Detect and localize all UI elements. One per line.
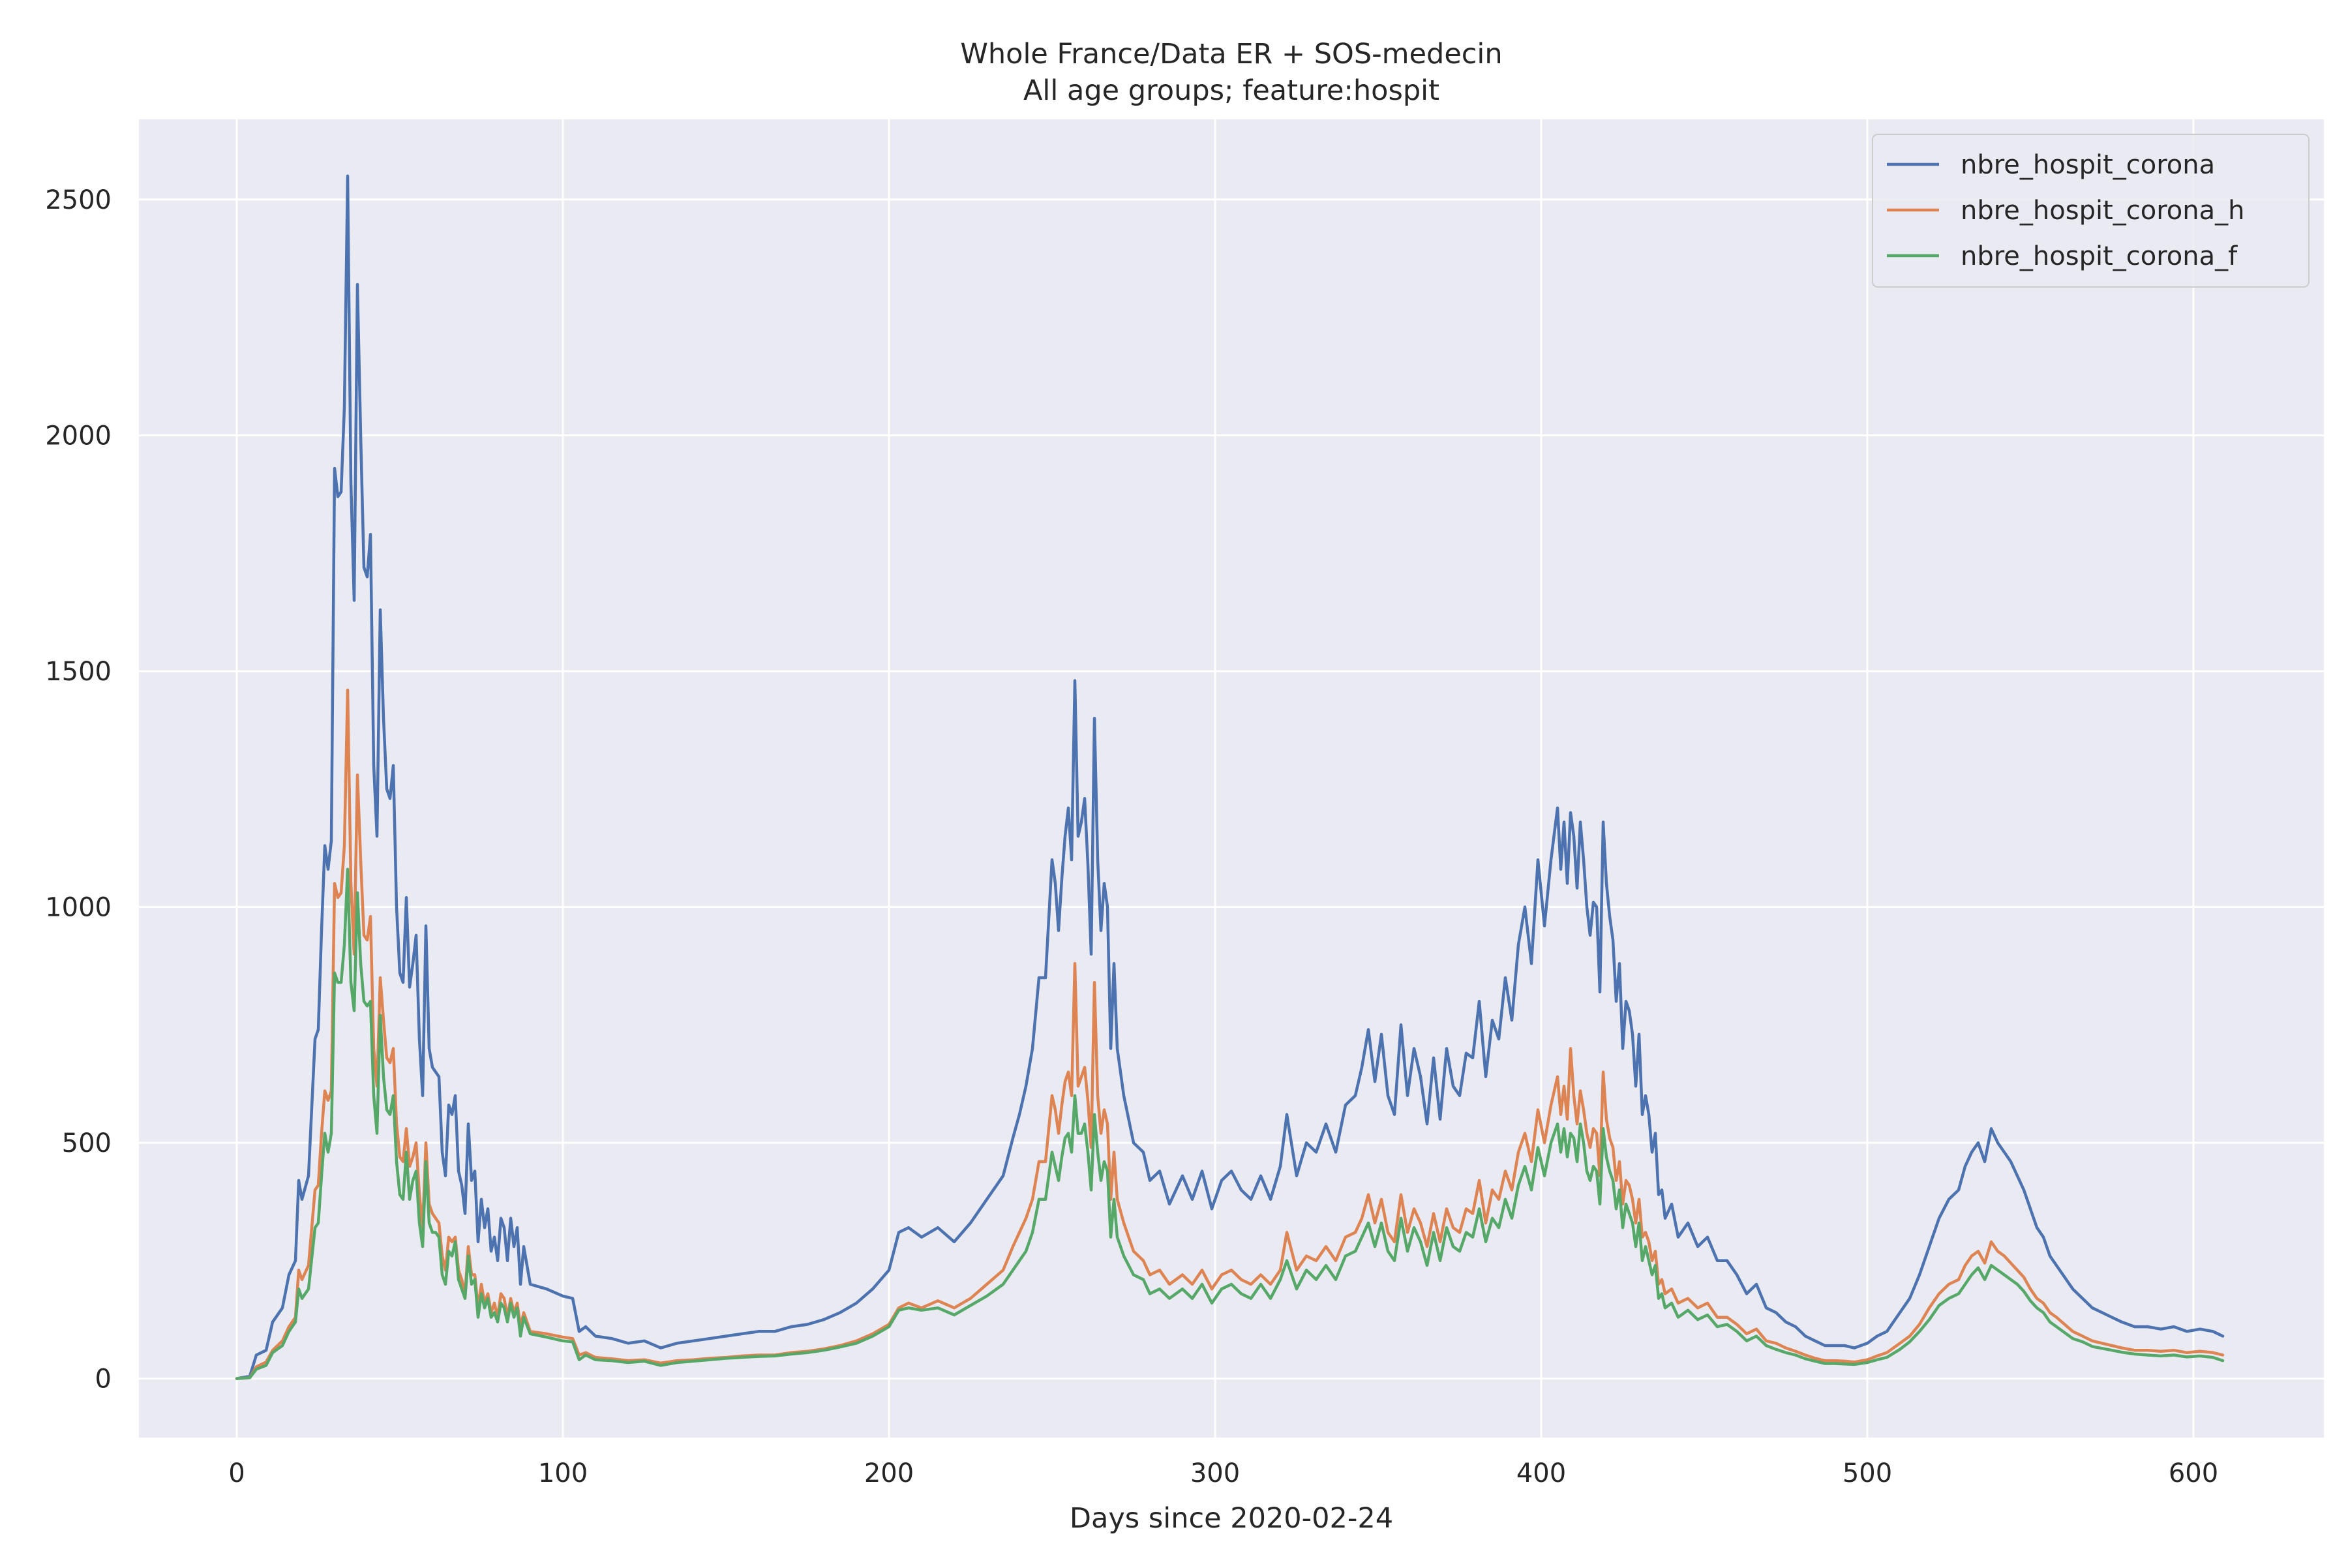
plot-area — [139, 119, 2324, 1438]
series-line-nbre_hospit_corona_f — [235, 867, 2225, 1380]
x-tick-label: 600 — [2169, 1458, 2218, 1488]
series-line-nbre_hospit_corona — [235, 174, 2225, 1380]
grid-layer — [139, 119, 2324, 1438]
x-tick-label: 500 — [1843, 1458, 1892, 1488]
legend: nbre_hospit_corona nbre_hospit_corona_hnb… — [1872, 134, 2310, 288]
series-layer — [235, 174, 2225, 1380]
y-tick-label: 2000 — [45, 421, 112, 451]
chart-title-line2: All age groups; feature:hospit — [1023, 74, 1439, 107]
legend-label-nbre_hospit_corona_h: nbre_hospit_corona_h — [1961, 196, 2245, 226]
tick-labels: 0 100 200 300 400 500 600 0 500 1000 1500 2000 2500 — [45, 185, 2218, 1488]
x-tick-label: 200 — [864, 1458, 914, 1488]
x-tick-label: 100 — [538, 1458, 588, 1488]
y-tick-label: 1500 — [45, 657, 112, 687]
chart-title-line1: Whole France/Data ER + SOS-medecin — [960, 38, 1502, 70]
y-tick-label: 500 — [62, 1128, 112, 1158]
x-axis-label: Days since 2020-02-24 — [1070, 1502, 1393, 1535]
legend-label-nbre_hospit_corona_f: nbre_hospit_corona_f — [1961, 241, 2238, 271]
y-tick-label: 1000 — [45, 893, 112, 923]
series-line-nbre_hospit_corona_h — [235, 688, 2225, 1380]
x-tick-label: 0 — [228, 1458, 245, 1488]
y-tick-label: 0 — [95, 1364, 112, 1395]
legend-box — [1872, 134, 2310, 288]
x-tick-label: 400 — [1516, 1458, 1566, 1488]
legend-label-nbre_hospit_corona: nbre_hospit_corona — [1961, 150, 2215, 180]
x-tick-label: 300 — [1190, 1458, 1240, 1488]
y-tick-label: 2500 — [45, 185, 112, 215]
